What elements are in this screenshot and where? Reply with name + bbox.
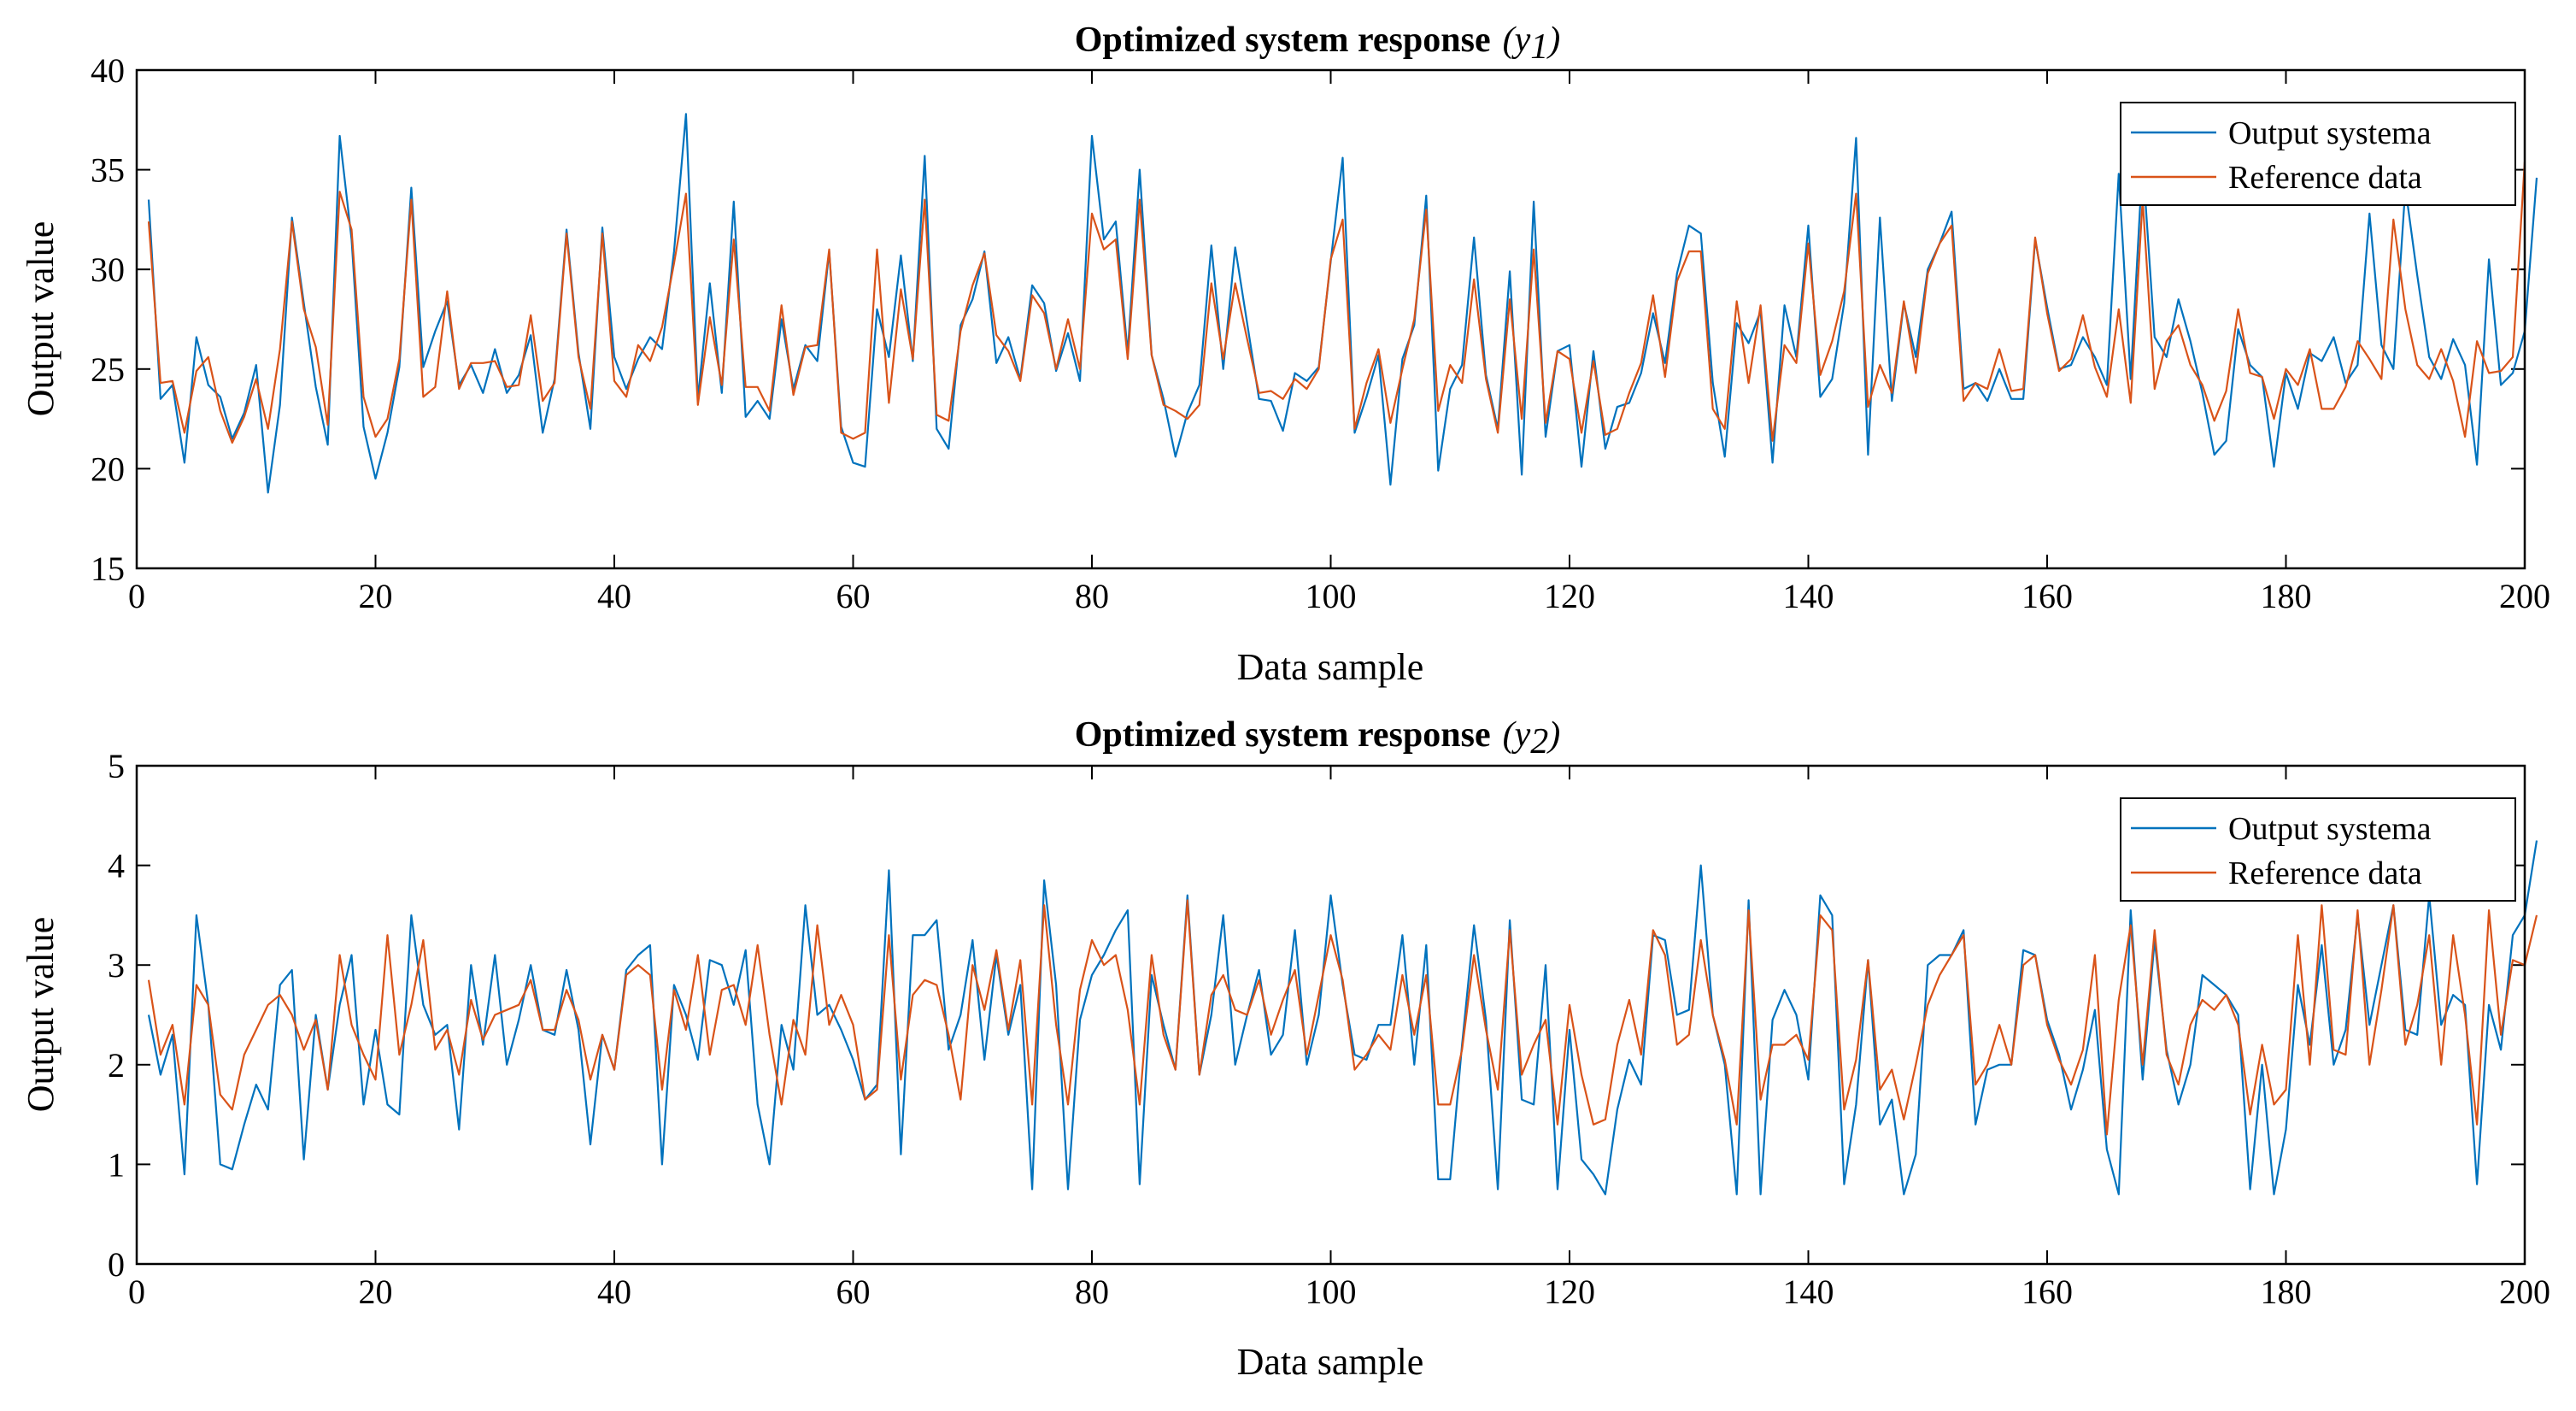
- chart-y1-legend-output: Output systema: [2228, 115, 2432, 151]
- chart-y1-xtick-label: 20: [359, 577, 393, 615]
- chart-y2-ytick-label: 3: [108, 946, 125, 985]
- chart-y1-xtick-label: 120: [1544, 577, 1595, 615]
- chart-y1-xtick-label: 0: [128, 577, 145, 615]
- chart-y1-xtick-label: 200: [2499, 577, 2550, 615]
- chart-y2-legend: Output systema Reference data: [2120, 797, 2516, 902]
- chart-y1-xtick-label: 100: [1306, 577, 1357, 615]
- chart-y1-xtick-label: 140: [1783, 577, 1834, 615]
- chart-y1-xtick-label: 180: [2261, 577, 2312, 615]
- chart-y1-ylabel: Output value: [20, 221, 62, 417]
- chart-y1-xlabel: Data sample: [1237, 646, 1424, 688]
- chart-y1-ytick-label: 40: [91, 51, 125, 90]
- chart-y2-xtick-label: 120: [1544, 1273, 1595, 1311]
- chart-y1-title: Optimized system response (y1): [1075, 21, 1561, 67]
- chart-y2-xtick-label: 60: [836, 1273, 871, 1311]
- chart-y2-xtick-label: 100: [1306, 1273, 1357, 1311]
- chart-y1-frame: [135, 68, 2526, 570]
- chart-y1-xtick-label: 80: [1075, 577, 1109, 615]
- chart-y2-xtick-label: 80: [1075, 1273, 1109, 1311]
- chart-y1: Optimized system response (y1) 0 20 40 60 80 1…: [20, 21, 2550, 688]
- chart-y2-ytick-label: 4: [108, 847, 125, 885]
- chart-y2-series: [147, 840, 2538, 1196]
- chart-y2-xtick-label: 140: [1783, 1273, 1834, 1311]
- chart-y2-ytick-label: 0: [108, 1245, 125, 1284]
- chart-y2-xlabel: Data sample: [1237, 1341, 1424, 1383]
- chart-y1-ytick-label: 15: [91, 550, 125, 588]
- chart-y2-xtick-label: 180: [2261, 1273, 2312, 1311]
- chart-y2-ytick-label: 5: [108, 747, 125, 785]
- chart-y1-legend-reference: Reference data: [2228, 160, 2422, 196]
- chart-y1-legend: Output systema Reference data: [2120, 102, 2516, 206]
- chart-y2-ytick-label: 2: [108, 1046, 125, 1085]
- chart-y1-xtick-label: 40: [597, 577, 631, 615]
- chart-y2-ytick-label: 1: [108, 1145, 125, 1184]
- chart-y2-title: Optimized system response (y2): [1075, 715, 1561, 761]
- chart-y2-frame: [135, 764, 2526, 1266]
- chart-y1-xtick-label: 60: [836, 577, 871, 615]
- chart-y1-ytick-label: 35: [91, 151, 125, 190]
- chart-y2-xtick-label: 40: [597, 1273, 631, 1311]
- chart-y1-series: [147, 113, 2538, 494]
- chart-y2-xtick-label: 0: [128, 1273, 145, 1311]
- chart-y2-legend-box: [2120, 797, 2516, 902]
- chart-y2-series-reference: [147, 899, 2538, 1136]
- chart-y2-ylabel: Output value: [20, 917, 62, 1113]
- chart-y2-xtick-label: 20: [359, 1273, 393, 1311]
- chart-y1-ytick-label: 20: [91, 450, 125, 488]
- chart-y1-series-output: [147, 113, 2538, 494]
- chart-y2-legend-reference: Reference data: [2228, 855, 2422, 891]
- chart-y1-ticks: 0 20 40 60 80 100 120 140 160 180 200 15 20 25 30 35 40: [91, 51, 2550, 615]
- chart-y2-xtick-label: 200: [2499, 1273, 2550, 1311]
- chart-y1-series-reference: [147, 162, 2526, 444]
- chart-y1-ytick-label: 25: [91, 350, 125, 389]
- chart-y2-legend-output: Output systema: [2228, 811, 2432, 847]
- chart-y1-xtick-label: 160: [2021, 577, 2073, 615]
- chart-y2-xtick-label: 160: [2021, 1273, 2073, 1311]
- chart-y1-ytick-label: 30: [91, 250, 125, 289]
- chart-y2: Optimized system response (y2) 0 20 40 60 80 1…: [20, 715, 2550, 1383]
- chart-y1-legend-box: [2120, 102, 2516, 206]
